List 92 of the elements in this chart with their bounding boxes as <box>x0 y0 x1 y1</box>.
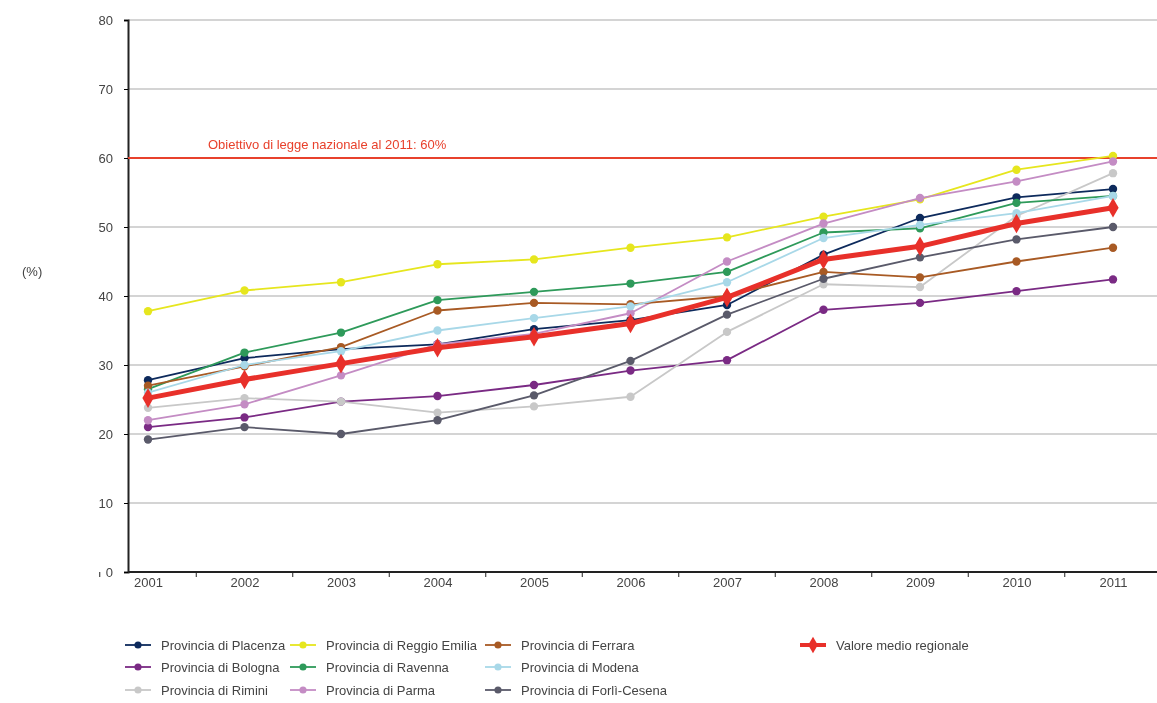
point <box>1012 235 1021 244</box>
point <box>819 212 828 221</box>
point <box>722 355 732 365</box>
legend-label: Provincia di Ravenna <box>326 659 450 675</box>
point <box>529 255 539 264</box>
point <box>529 402 539 411</box>
point <box>336 328 346 337</box>
point <box>1012 198 1021 208</box>
point <box>433 408 442 417</box>
point <box>433 326 442 335</box>
x-tick-label: 2003 <box>327 575 356 590</box>
point <box>240 413 249 422</box>
legend-label: Provincia di Forlì-Cesena <box>521 682 668 698</box>
point <box>819 267 828 277</box>
point <box>336 278 346 287</box>
legend-label: Provincia di Rimini <box>161 682 269 698</box>
point <box>1108 243 1118 252</box>
point <box>819 233 828 243</box>
point <box>433 295 442 305</box>
x-tick-label: 2009 <box>906 575 935 590</box>
x-tick-label: 2006 <box>616 575 646 590</box>
ref-line-label: Obiettivo di legge nazionale al 2011: 60% <box>208 137 447 152</box>
point <box>240 422 249 432</box>
point <box>626 356 635 366</box>
point <box>722 267 732 277</box>
point <box>819 274 828 283</box>
point <box>1108 157 1118 166</box>
point <box>336 371 346 380</box>
point <box>915 298 925 308</box>
point <box>143 416 153 425</box>
point <box>529 287 539 297</box>
point <box>433 260 442 269</box>
point <box>529 391 539 400</box>
x-tick-label: 2004 <box>423 575 453 590</box>
x-tick-label: 2005 <box>520 575 549 590</box>
legend-label: Provincia di Parma <box>326 682 436 698</box>
y-tick-label: 70 <box>98 81 113 97</box>
y-tick-label: 20 <box>98 426 113 442</box>
y-tick-label: 10 <box>98 495 113 511</box>
point <box>626 392 635 401</box>
point <box>143 307 153 316</box>
point <box>626 366 635 375</box>
point <box>143 435 153 444</box>
point <box>529 313 539 323</box>
point <box>722 327 732 337</box>
point <box>240 286 249 295</box>
point <box>240 348 249 357</box>
point <box>1012 177 1021 186</box>
point <box>626 279 635 288</box>
point <box>626 243 635 252</box>
x-tick-label: 2001 <box>134 575 163 590</box>
point <box>1012 286 1021 296</box>
legend-label: Provincia di Reggio Emilia <box>326 637 478 653</box>
y-tick-label: 80 <box>98 12 113 28</box>
y-tick-label: 30 <box>98 357 113 373</box>
point <box>819 219 828 228</box>
y-tick-label: 60 <box>98 150 113 166</box>
point <box>722 310 732 319</box>
x-tick-label: 2007 <box>713 575 742 590</box>
point <box>722 278 732 287</box>
legend-label: Provincia di Ferrara <box>521 637 636 653</box>
point <box>1108 275 1118 284</box>
point <box>915 273 925 282</box>
point <box>1012 165 1021 174</box>
point <box>529 380 539 390</box>
point <box>240 400 249 409</box>
y-tick-label: 40 <box>98 288 113 304</box>
point <box>915 220 925 230</box>
point <box>1012 257 1021 266</box>
y-axis-title: (%) <box>22 264 43 279</box>
x-tick-label: 2011 <box>1099 575 1128 590</box>
point <box>722 233 732 242</box>
point <box>1108 169 1118 178</box>
x-tick-label: 2002 <box>230 575 260 590</box>
point <box>529 298 539 308</box>
point <box>722 257 732 266</box>
legend-label: Provincia di Bologna <box>161 659 281 675</box>
x-tick-label: 2010 <box>1002 575 1032 590</box>
point <box>915 282 925 292</box>
x-tick-label: 2008 <box>809 575 839 590</box>
legend-label: Provincia di Placenza <box>161 637 287 653</box>
point <box>819 305 828 314</box>
point <box>433 306 442 315</box>
legend-label: Valore medio regionale <box>836 637 969 653</box>
y-tick-label: 50 <box>98 219 113 235</box>
point <box>915 253 925 262</box>
point <box>1108 222 1118 232</box>
point <box>336 429 346 439</box>
point <box>433 416 442 425</box>
legend-label: Provincia di Modena <box>521 659 640 675</box>
y-tick-label: 0 <box>105 564 113 580</box>
point <box>433 391 442 401</box>
